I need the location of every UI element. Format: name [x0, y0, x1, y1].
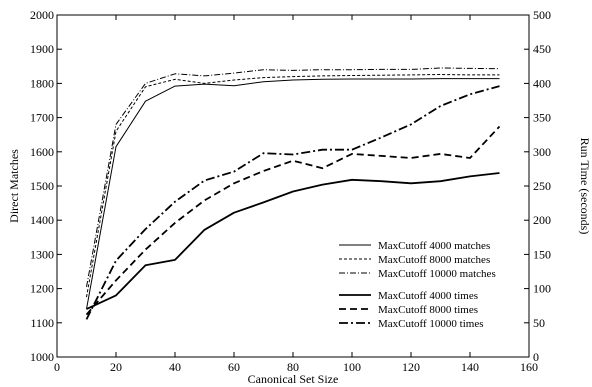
right-y-tick-label: 350 — [533, 111, 551, 125]
series-line — [85, 85, 500, 320]
x-tick-label: 120 — [402, 360, 420, 374]
right-y-tick-label: 250 — [533, 179, 551, 193]
x-tick-label: 80 — [287, 360, 299, 374]
right-y-tick-label: 0 — [533, 350, 539, 364]
right-y-tick-label: 400 — [533, 76, 551, 90]
legend-label: MaxCutoff 8000 times — [378, 304, 478, 316]
x-axis-ticks: 0 20 40 60 80 100 120 140 160 — [54, 15, 538, 374]
right-y-tick-label: 50 — [533, 316, 545, 330]
left-y-tick-label: 1500 — [30, 179, 54, 193]
x-axis-title: Canonical Set Size — [248, 372, 339, 386]
x-tick-label: 160 — [520, 360, 538, 374]
series-line — [86, 78, 500, 310]
right-y-axis-ticks: 0 50 100 150 200 250 300 350 400 450 500 — [524, 8, 551, 364]
x-tick-label: 20 — [110, 360, 122, 374]
left-y-tick-label: 1000 — [30, 350, 54, 364]
series-line — [86, 172, 500, 310]
right-y-axis-title: Run Time (seconds) — [578, 138, 592, 235]
right-y-tick-label: 150 — [533, 247, 551, 261]
right-y-tick-label: 300 — [533, 145, 551, 159]
legend-label: MaxCutoff 4000 times — [378, 290, 478, 302]
left-y-tick-label: 1100 — [30, 316, 54, 330]
right-y-tick-label: 100 — [533, 282, 551, 296]
left-y-tick-label: 1800 — [30, 76, 54, 90]
series-line — [86, 74, 500, 298]
x-tick-label: 0 — [54, 360, 60, 374]
series-lines — [85, 67, 501, 320]
legend-label: MaxCutoff 8000 matches — [378, 254, 490, 266]
legend: MaxCutoff 4000 matches MaxCutoff 8000 mat… — [339, 240, 496, 330]
left-y-axis-title: Direct Matches — [7, 149, 21, 223]
x-tick-label: 60 — [228, 360, 240, 374]
left-y-tick-label: 1400 — [30, 213, 54, 227]
left-y-tick-label: 1200 — [30, 282, 54, 296]
legend-label: MaxCutoff 4000 matches — [378, 240, 490, 252]
left-y-tick-label: 1700 — [30, 111, 54, 125]
left-y-tick-label: 1900 — [30, 42, 54, 56]
legend-label: MaxCutoff 10000 matches — [378, 268, 496, 280]
left-y-tick-label: 1300 — [30, 247, 54, 261]
left-y-axis-ticks: 1000 1100 1200 1300 1400 1500 1600 1700 1800 1900… — [30, 8, 62, 364]
right-y-tick-label: 500 — [533, 8, 551, 22]
left-y-tick-label: 2000 — [30, 8, 54, 22]
left-y-tick-label: 1600 — [30, 145, 54, 159]
x-tick-label: 140 — [461, 360, 479, 374]
right-y-tick-label: 450 — [533, 42, 551, 56]
x-tick-label: 100 — [343, 360, 361, 374]
x-tick-label: 40 — [169, 360, 181, 374]
legend-label: MaxCutoff 10000 times — [378, 318, 484, 330]
series-line — [86, 67, 500, 287]
series-line — [85, 125, 501, 316]
right-y-tick-label: 200 — [533, 213, 551, 227]
